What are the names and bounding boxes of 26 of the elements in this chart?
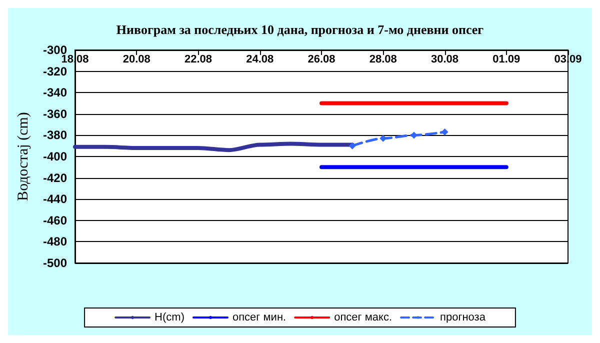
- x-tick-label: 30.08: [430, 54, 459, 66]
- x-tick-label: 28.08: [369, 54, 397, 66]
- legend-label: опсег макс.: [334, 312, 392, 324]
- x-tick-label: 22.08: [184, 54, 212, 66]
- x-tick-label: 26.08: [308, 54, 336, 66]
- y-tick-label: -360: [42, 106, 68, 121]
- y-tick-label: -500: [42, 256, 68, 270]
- legend-label: опсег мин.: [232, 312, 286, 324]
- legend-label: прогноза: [440, 312, 486, 324]
- x-tick-label: 01.09: [492, 54, 520, 66]
- x-tick-label: 20.08: [122, 54, 150, 66]
- y-tick-label: -380: [42, 128, 68, 142]
- legend-label: H(cm): [154, 312, 184, 324]
- x-tick-label: 24.08: [246, 54, 274, 66]
- y-tick-label: -480: [42, 234, 68, 249]
- chart-title: Нивограм за последњих 10 дана, прогноза и 7-мо дневни опсег: [116, 22, 484, 37]
- point: [348, 142, 356, 150]
- y-tick-label: -320: [42, 64, 68, 78]
- y-tick-label: -440: [42, 192, 68, 206]
- y-axis-title: Водостај (cm): [16, 112, 32, 201]
- y-tick-label: -420: [42, 170, 68, 185]
- line-series: [73, 142, 354, 152]
- y-tick-label: -340: [42, 86, 68, 100]
- y-tick-label: -460: [42, 213, 68, 228]
- point: [441, 128, 448, 136]
- y-tick-label: -400: [42, 150, 68, 164]
